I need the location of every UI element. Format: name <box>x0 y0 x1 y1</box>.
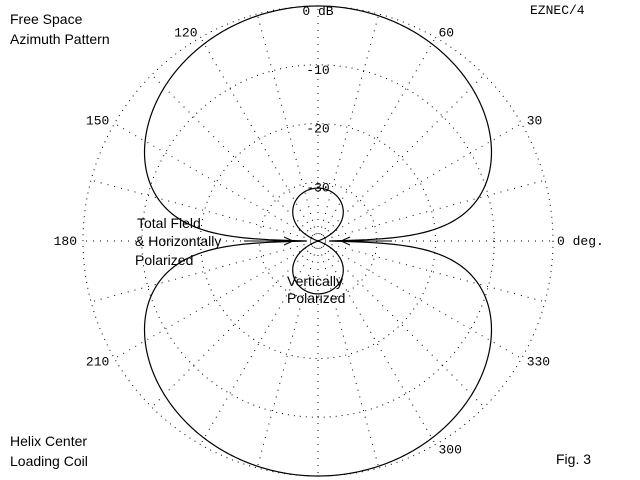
angle-tick-label-4: 150 <box>86 114 109 129</box>
bottom-left-line-2: Loading Coil <box>10 453 88 469</box>
angle-tick-label-8: 330 <box>527 355 550 370</box>
bottom-left-line-1: Helix Center <box>10 433 87 449</box>
annotation-arrows <box>244 236 392 246</box>
grid-spoke <box>317 37 436 242</box>
series-label-vertical-line-2: Polarized <box>287 290 345 306</box>
angle-tick-label-3: 120 <box>174 25 197 40</box>
series-label-total-line-1: Total Field <box>137 215 201 231</box>
radial-tick-label-0: 0 dB <box>302 4 333 19</box>
series-label-total-line-2: & Horizontally <box>135 233 221 249</box>
title-line-2: Azimuth Pattern <box>10 31 110 47</box>
angle-tick-label-2: 60 <box>439 25 455 40</box>
angle-tick-label-7: 300 <box>439 443 462 458</box>
angle-tick-label-1: 30 <box>527 114 543 129</box>
angle-tick-label-5: 180 <box>54 234 77 249</box>
grid-circle-0 <box>82 5 554 477</box>
tick-labels: 0 deg. 30 60 120 150 180 210 300 330 0 dB -10 -20 -3… <box>54 4 604 458</box>
grid-spoke <box>90 240 319 303</box>
angle-tick-label-0: 0 deg. <box>557 234 604 249</box>
arrow-left-head <box>283 236 295 246</box>
pattern-traces <box>143 5 493 477</box>
grid-spoke <box>317 240 436 445</box>
series-label-total-line-3: Polarized <box>135 252 193 268</box>
grid-spoke <box>200 37 319 242</box>
grid-circle-2 <box>200 123 436 359</box>
series-trace-1 <box>292 187 344 295</box>
radial-tick-label-3: -30 <box>306 180 329 195</box>
title-line-1: Free Space <box>10 11 83 27</box>
angle-tick-label-6: 210 <box>86 355 109 370</box>
series-label-vertical-line-1: Vertically <box>287 273 343 289</box>
radial-tick-label-1: -10 <box>306 63 329 78</box>
grid-spoke <box>317 179 546 242</box>
software-label: EZNEC/4 <box>530 3 585 18</box>
series-trace-0 <box>143 5 493 477</box>
figure-label: Fig. 3 <box>556 451 591 467</box>
radial-tick-label-2: -20 <box>306 122 329 137</box>
grid-circle-1 <box>141 64 495 418</box>
arrow-right-head <box>339 236 351 246</box>
grid-spoke <box>90 179 319 242</box>
